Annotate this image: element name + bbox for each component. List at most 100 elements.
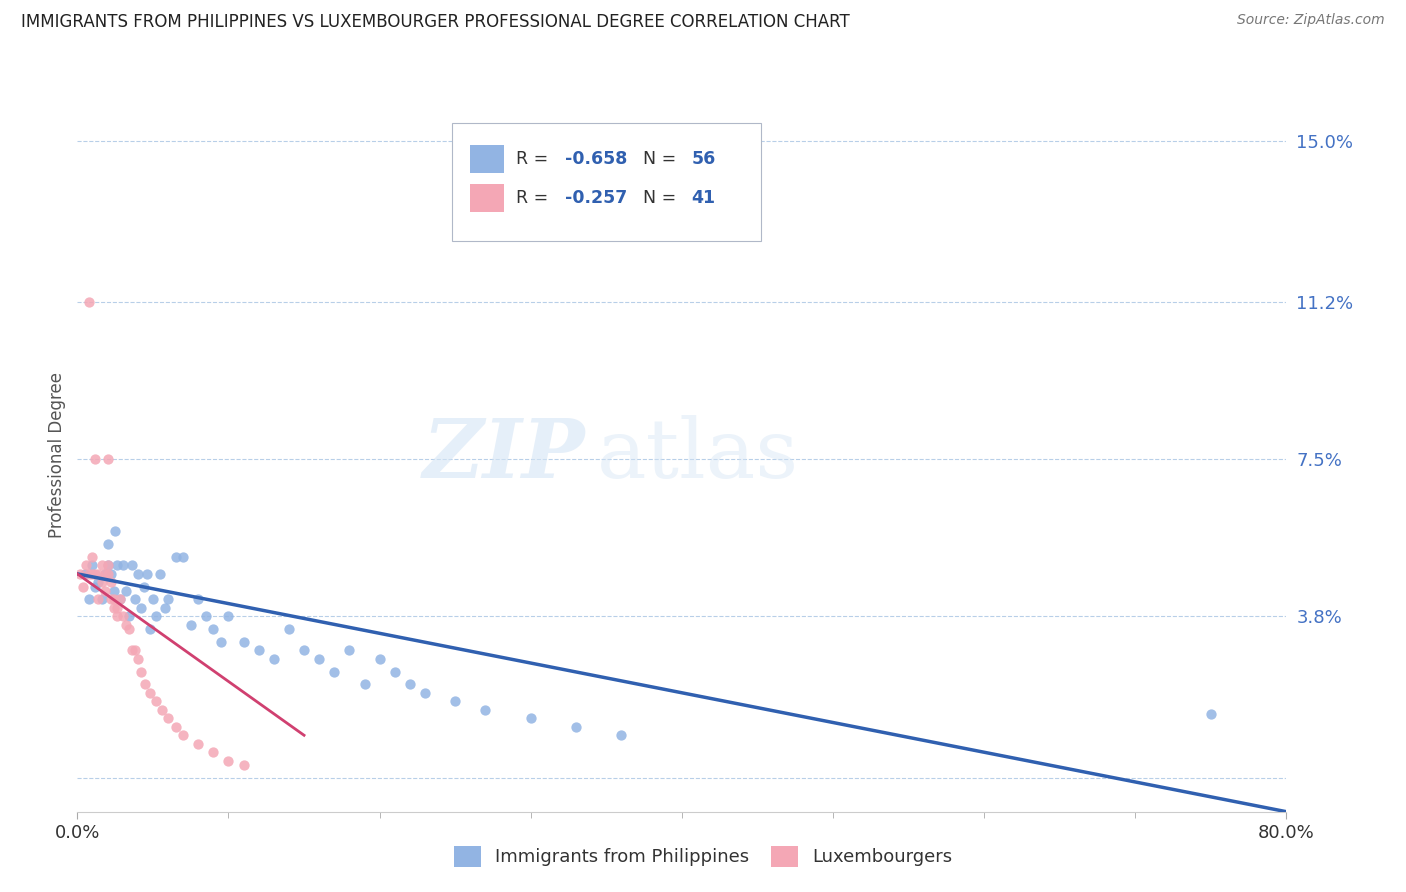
Point <box>263 652 285 666</box>
Point <box>90 592 112 607</box>
Point <box>129 600 152 615</box>
Point <box>337 643 360 657</box>
Point <box>165 549 187 564</box>
Point <box>232 635 254 649</box>
Point <box>114 583 136 598</box>
Point <box>187 737 209 751</box>
Point <box>172 549 194 564</box>
Point <box>124 592 146 607</box>
Text: IMMIGRANTS FROM PHILIPPINES VS LUXEMBOURGER PROFESSIONAL DEGREE CORRELATION CHAR: IMMIGRANTS FROM PHILIPPINES VS LUXEMBOUR… <box>21 13 849 31</box>
Text: -0.658: -0.658 <box>565 150 627 168</box>
Point <box>202 622 225 636</box>
Legend: Immigrants from Philippines, Luxembourgers: Immigrants from Philippines, Luxembourge… <box>446 838 960 874</box>
Point <box>565 720 588 734</box>
Text: Source: ZipAtlas.com: Source: ZipAtlas.com <box>1237 13 1385 28</box>
Point <box>157 592 180 607</box>
Point <box>82 549 104 564</box>
FancyBboxPatch shape <box>453 123 761 241</box>
Point <box>194 609 217 624</box>
Point <box>127 566 149 581</box>
Point <box>520 711 543 725</box>
Point <box>79 566 101 581</box>
Point <box>87 592 110 607</box>
Point <box>79 592 101 607</box>
Point <box>292 643 315 657</box>
Point <box>399 677 422 691</box>
Text: 56: 56 <box>692 150 716 168</box>
Point <box>105 609 128 624</box>
Point <box>145 694 167 708</box>
Point <box>100 575 122 590</box>
Point <box>139 686 162 700</box>
Point <box>121 643 143 657</box>
Point <box>135 566 157 581</box>
Point <box>82 558 104 573</box>
Point <box>278 622 301 636</box>
Point <box>114 617 136 632</box>
Point <box>218 754 240 768</box>
Point <box>142 592 165 607</box>
Point <box>150 703 173 717</box>
Text: N =: N = <box>643 150 682 168</box>
Point <box>96 558 118 573</box>
FancyBboxPatch shape <box>470 184 505 212</box>
Point <box>134 677 156 691</box>
Point <box>157 711 180 725</box>
Point <box>172 728 194 742</box>
Point <box>127 652 149 666</box>
Point <box>121 558 143 573</box>
Point <box>90 558 112 573</box>
Point <box>153 600 176 615</box>
Text: R =: R = <box>516 150 554 168</box>
Point <box>413 686 436 700</box>
Point <box>93 566 115 581</box>
Point <box>308 652 330 666</box>
Point <box>103 583 125 598</box>
Point <box>72 580 94 594</box>
Point <box>75 558 97 573</box>
Point <box>100 566 122 581</box>
Point <box>209 635 232 649</box>
Point <box>100 592 122 607</box>
Point <box>145 609 167 624</box>
Point <box>218 609 240 624</box>
Point <box>105 600 128 615</box>
Text: atlas: atlas <box>598 415 800 495</box>
Point <box>1199 706 1222 721</box>
Point <box>111 558 134 573</box>
Point <box>84 580 107 594</box>
Point <box>118 622 141 636</box>
Point <box>96 537 118 551</box>
Point <box>149 566 172 581</box>
Point <box>247 643 270 657</box>
Point <box>444 694 467 708</box>
Point <box>323 665 346 679</box>
Point <box>73 566 96 581</box>
Point <box>384 665 406 679</box>
Point <box>139 622 162 636</box>
Point <box>103 600 125 615</box>
Point <box>104 524 127 539</box>
Point <box>87 566 110 581</box>
Point <box>93 583 115 598</box>
Point <box>96 566 118 581</box>
Text: R =: R = <box>516 189 554 207</box>
Point <box>202 745 225 759</box>
Point <box>165 720 187 734</box>
Text: ZIP: ZIP <box>423 415 585 495</box>
Point <box>187 592 209 607</box>
Point <box>111 609 134 624</box>
Point <box>90 575 112 590</box>
Point <box>87 575 110 590</box>
Point <box>84 452 107 467</box>
Point <box>96 558 118 573</box>
Point <box>232 758 254 772</box>
Point <box>108 592 131 607</box>
Point <box>353 677 375 691</box>
Point <box>610 728 633 742</box>
Text: -0.257: -0.257 <box>565 189 627 207</box>
Point <box>474 703 496 717</box>
Y-axis label: Professional Degree: Professional Degree <box>48 372 66 538</box>
Text: N =: N = <box>643 189 682 207</box>
Point <box>82 566 104 581</box>
